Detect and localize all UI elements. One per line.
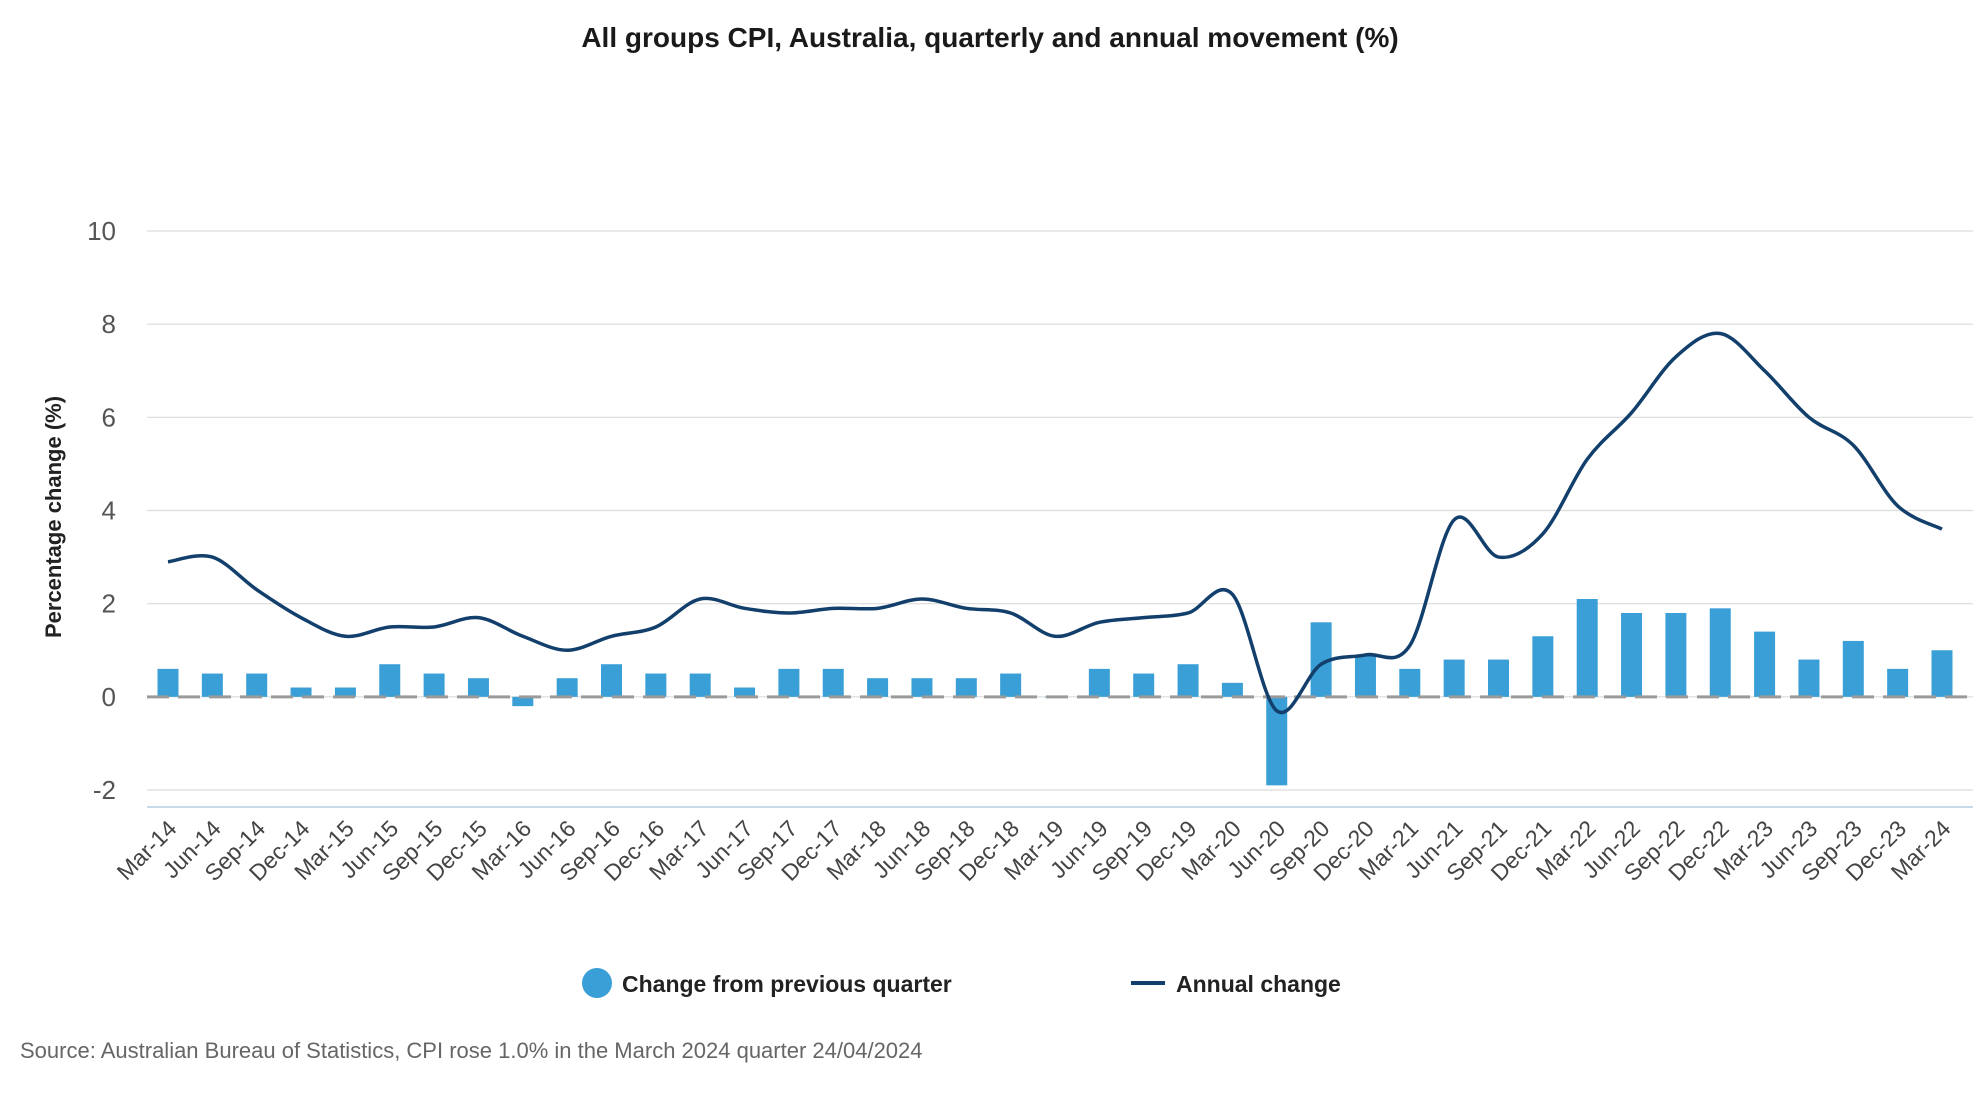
bar-Mar-22 xyxy=(1576,599,1598,697)
x-axis-ticks: Mar-14Jun-14Sep-14Dec-14Mar-15Jun-15Sep-… xyxy=(112,815,1956,886)
bar-Mar-16 xyxy=(512,696,534,707)
bar-Dec-15 xyxy=(467,678,489,697)
bar-Sep-15 xyxy=(423,673,445,697)
bar-Jun-14 xyxy=(201,673,223,697)
bar-Dec-17 xyxy=(822,668,844,697)
bar-Jun-19 xyxy=(1088,668,1110,697)
legend-bar-marker xyxy=(582,968,612,998)
line-series xyxy=(167,331,1943,715)
bar-Jun-16 xyxy=(556,678,578,697)
bar-Sep-19 xyxy=(1133,673,1155,697)
bar-Jun-18 xyxy=(911,678,933,697)
source-note: Source: Australian Bureau of Statistics,… xyxy=(20,1038,923,1063)
y-axis-label: Percentage change (%) xyxy=(41,396,66,638)
y-tick-label: 0 xyxy=(102,682,116,712)
bar-Mar-23 xyxy=(1754,631,1776,697)
bar-Sep-23 xyxy=(1842,640,1864,697)
bar-Mar-14 xyxy=(157,668,179,697)
bar-Mar-17 xyxy=(689,673,711,697)
bar-Dec-16 xyxy=(645,673,667,697)
bar-Jun-22 xyxy=(1621,612,1643,697)
bar-Sep-16 xyxy=(601,664,622,697)
legend-line-label: Annual change xyxy=(1176,971,1341,997)
y-tick-label: 10 xyxy=(87,216,116,246)
bar-Sep-18 xyxy=(955,678,977,697)
bar-Sep-21 xyxy=(1488,659,1509,697)
bar-Mar-18 xyxy=(867,678,889,697)
bar-Dec-19 xyxy=(1177,664,1199,697)
y-tick-label: 2 xyxy=(102,589,116,619)
bar-Mar-20 xyxy=(1221,682,1243,697)
y-tick-label: 8 xyxy=(102,309,116,339)
bar-Dec-23 xyxy=(1887,668,1909,697)
bar-Sep-14 xyxy=(246,673,268,697)
bar-Jun-21 xyxy=(1443,659,1465,697)
bar-Mar-15 xyxy=(334,687,356,697)
bar-Sep-17 xyxy=(778,668,800,697)
bar-Jun-20 xyxy=(1266,696,1288,786)
bar-Mar-24 xyxy=(1931,650,1953,697)
y-axis-ticks: -2 0 2 4 6 8 10 xyxy=(87,216,116,805)
bar-Dec-18 xyxy=(1000,673,1022,697)
bar-Jun-17 xyxy=(734,687,756,697)
legend-bar-label: Change from previous quarter xyxy=(622,971,952,997)
bar-Dec-14 xyxy=(290,687,312,697)
annual-change-line xyxy=(167,331,1943,715)
bar-Dec-20 xyxy=(1354,654,1376,697)
bar-Jun-15 xyxy=(379,664,401,697)
legend: Change from previous quarter Annual chan… xyxy=(582,968,1341,998)
bar-Sep-20 xyxy=(1310,622,1332,697)
bar-Mar-21 xyxy=(1399,668,1421,697)
bar-Dec-21 xyxy=(1532,636,1554,697)
chart-title: All groups CPI, Australia, quarterly and… xyxy=(581,22,1399,53)
bar-Dec-22 xyxy=(1709,608,1731,697)
gridlines xyxy=(147,230,1973,808)
bar-Sep-22 xyxy=(1665,612,1687,697)
bar-Jun-23 xyxy=(1798,659,1820,697)
bar-series xyxy=(157,599,1953,786)
y-tick-label: 6 xyxy=(102,402,116,432)
y-tick-label: -2 xyxy=(93,775,116,805)
y-tick-label: 4 xyxy=(102,496,116,526)
